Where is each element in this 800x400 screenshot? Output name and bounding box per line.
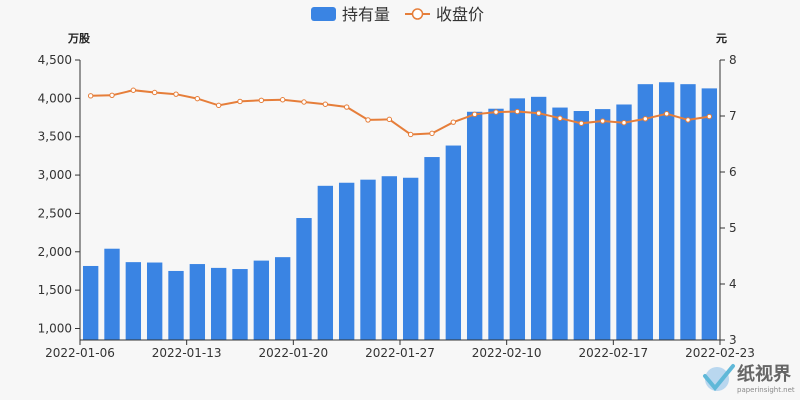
close-price-line xyxy=(90,89,710,136)
bar-2022-01-06 xyxy=(82,265,99,340)
y-right-tick-label: 8 xyxy=(729,53,737,67)
watermark-logo-icon xyxy=(703,364,735,392)
bar-2022-01-11 xyxy=(146,262,163,340)
watermark-url: paperinsight.net xyxy=(737,386,795,394)
bar-2022-01-17 xyxy=(232,269,248,340)
y-right-tick-label: 3 xyxy=(729,333,737,347)
bar-2022-01-10 xyxy=(125,262,142,340)
y-left-tick-label: 3,500 xyxy=(38,130,72,144)
bar-2022-02-18 xyxy=(637,84,654,340)
bar-2022-01-12 xyxy=(168,270,184,340)
x-tick-label: 2022-01-20 xyxy=(258,346,328,360)
legend-label-holdings[interactable]: 持有量 xyxy=(342,5,390,24)
legend-swatch-holdings[interactable] xyxy=(311,7,336,21)
watermark-title: 纸视界 xyxy=(737,363,791,385)
point-2022-01-20 xyxy=(301,99,307,105)
bar-2022-01-20 xyxy=(296,218,312,340)
point-2022-01-17 xyxy=(237,98,243,105)
point-2022-02-18 xyxy=(642,116,649,122)
y-left-tick-label: 2,500 xyxy=(38,206,72,220)
point-2022-02-15 xyxy=(578,120,585,126)
x-tick-label: 2022-02-23 xyxy=(685,346,755,360)
bar-2022-02-16 xyxy=(594,109,611,341)
point-2022-01-25 xyxy=(365,117,371,123)
legend[interactable]: 持有量 收盘价 xyxy=(311,5,484,24)
y-left-tick-label: 2,000 xyxy=(38,245,72,259)
point-2022-01-24 xyxy=(343,104,350,110)
y-left-tick-label: 4,500 xyxy=(38,53,72,67)
bar-2022-01-13 xyxy=(189,264,206,340)
point-2022-01-11 xyxy=(151,89,158,96)
bar-2022-01-27 xyxy=(402,177,419,340)
axes: 1,000 1,500 2,000 2,500 3,000 3,500 4,000 4,500… xyxy=(38,53,755,360)
bar-2022-01-24 xyxy=(338,182,355,340)
point-2022-01-26 xyxy=(386,116,393,123)
bar-2022-02-21 xyxy=(658,82,675,340)
watermark: 纸视界 paperinsight.net xyxy=(703,363,795,394)
point-2022-01-18 xyxy=(258,97,265,104)
point-2022-02-11 xyxy=(535,110,542,116)
bar-2022-01-19 xyxy=(274,257,291,340)
point-2022-02-07 xyxy=(450,119,457,125)
legend-label-close-price[interactable]: 收盘价 xyxy=(436,5,484,24)
bar-2022-02-09 xyxy=(488,108,504,340)
bar-2022-01-21 xyxy=(317,185,334,340)
x-tick-label: 2022-02-17 xyxy=(578,346,648,360)
point-2022-01-28 xyxy=(429,130,435,137)
bar-2022-01-14 xyxy=(210,267,227,340)
point-2022-02-16 xyxy=(599,118,606,124)
y-left-tick-label: 1,000 xyxy=(38,321,72,335)
bar-2022-02-22 xyxy=(680,84,696,340)
legend-marker-close-price[interactable] xyxy=(411,8,424,20)
bar-2022-01-26 xyxy=(381,176,398,340)
bar-2022-01-25 xyxy=(360,179,376,340)
y-left-tick-label: 4,000 xyxy=(38,91,72,105)
point-2022-01-14 xyxy=(215,102,222,109)
y-right-tick-label: 5 xyxy=(729,221,737,235)
line-series-close-price xyxy=(87,87,713,138)
point-2022-01-13 xyxy=(194,95,201,102)
y-axis-right-unit: 元 xyxy=(716,32,727,45)
x-tick-label: 2022-02-10 xyxy=(472,346,542,360)
y-axis-left-unit: 万股 xyxy=(67,32,91,45)
bar-2022-02-15 xyxy=(573,111,590,340)
x-tick-label: 2022-01-27 xyxy=(365,346,435,360)
bar-series-holdings xyxy=(82,82,718,341)
y-left-tick-label: 1,500 xyxy=(38,283,72,297)
bar-2022-02-14 xyxy=(552,107,568,340)
bar-2022-01-07 xyxy=(104,248,120,340)
point-2022-02-22 xyxy=(685,117,691,123)
y-right-tick-label: 4 xyxy=(729,277,737,291)
point-2022-02-10 xyxy=(514,108,521,115)
point-2022-02-23 xyxy=(706,113,713,120)
bar-2022-02-11 xyxy=(530,96,547,340)
x-tick-label: 2022-01-13 xyxy=(152,346,222,360)
bar-2022-02-10 xyxy=(509,98,526,340)
bar-2022-02-08 xyxy=(466,111,483,340)
point-2022-02-21 xyxy=(663,111,670,117)
point-2022-01-10 xyxy=(130,87,137,93)
y-left-tick-label: 3,000 xyxy=(38,168,72,182)
y-right-tick-label: 7 xyxy=(729,109,737,123)
bar-2022-01-28 xyxy=(424,157,440,340)
point-2022-01-07 xyxy=(109,92,115,98)
point-2022-02-09 xyxy=(493,109,499,115)
bar-2022-02-23 xyxy=(701,88,718,340)
bar-2022-02-17 xyxy=(616,104,632,340)
point-2022-01-19 xyxy=(279,97,286,103)
bar-2022-01-18 xyxy=(253,260,270,340)
point-2022-02-08 xyxy=(471,111,478,118)
point-2022-02-14 xyxy=(557,115,563,121)
x-tick-label: 2022-01-06 xyxy=(45,346,115,360)
y-right-tick-label: 6 xyxy=(729,165,737,179)
bar-2022-02-07 xyxy=(445,145,462,340)
point-2022-01-21 xyxy=(322,101,329,107)
point-2022-01-06 xyxy=(87,93,94,99)
point-2022-02-17 xyxy=(621,120,627,126)
point-2022-01-12 xyxy=(173,91,179,97)
point-2022-01-27 xyxy=(407,131,414,138)
